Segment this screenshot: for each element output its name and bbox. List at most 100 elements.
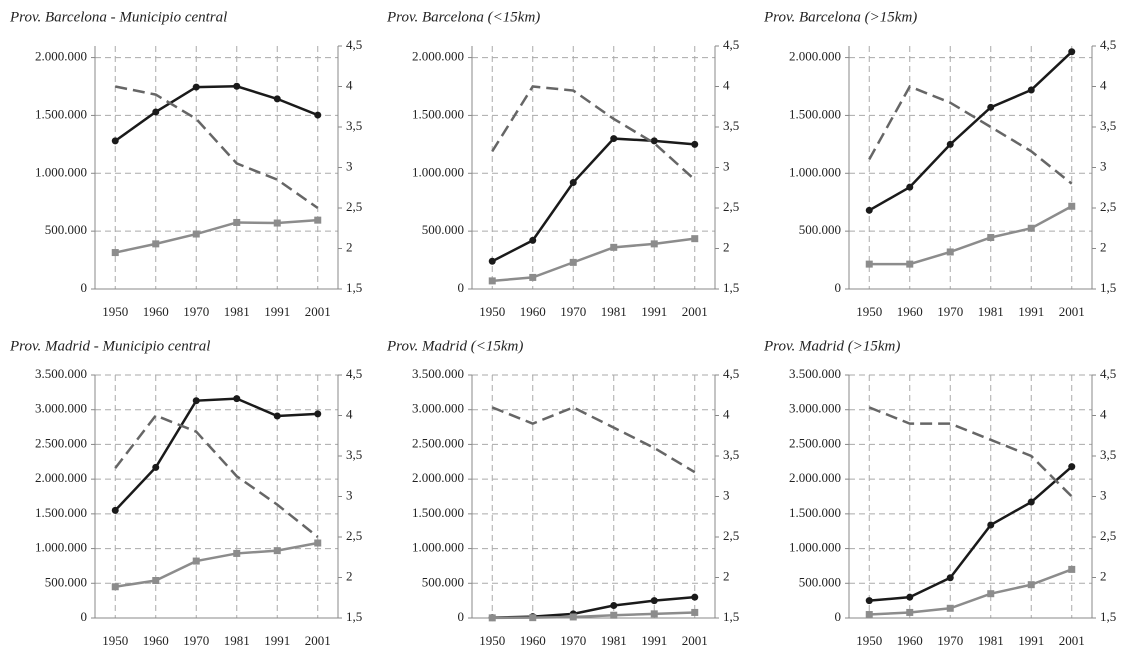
y2-tick-label: 2 (1100, 568, 1107, 583)
y-tick-label: 0 (458, 609, 465, 624)
point (691, 140, 699, 148)
y2-tick-label: 3,5 (346, 447, 362, 462)
y2-tick-label: 4 (346, 77, 353, 92)
x-tick-label: 1991 (1018, 304, 1044, 319)
y-tick-label: 1.500.000 (412, 505, 464, 520)
point (152, 108, 160, 116)
point (273, 219, 281, 227)
series-line (114, 397, 318, 512)
x-tick-label: 1960 (143, 304, 169, 319)
point (111, 249, 119, 257)
y2-tick-label: 2 (723, 239, 730, 254)
series-line (491, 406, 696, 474)
point (273, 412, 281, 420)
y-tick-label: 500.000 (422, 574, 464, 589)
y-tick-label: 2.500.000 (412, 435, 464, 450)
point (650, 137, 658, 145)
y2-tick-label: 3,5 (723, 118, 739, 133)
y2-tick-label: 4 (723, 77, 730, 92)
point (610, 611, 618, 619)
x-tick-label: 1960 (143, 633, 169, 648)
x-tick-label: 1970 (937, 633, 963, 648)
point (314, 539, 322, 547)
y-tick-label: 0 (81, 280, 88, 295)
y-tick-label: 2.000.000 (35, 470, 87, 485)
point (192, 397, 200, 405)
y-tick-label: 0 (81, 609, 88, 624)
y2-tick-label: 4,5 (1100, 37, 1116, 52)
y2-tick-label: 2 (346, 568, 353, 583)
point (529, 614, 537, 622)
y2-tick-label: 4,5 (723, 37, 739, 52)
y2-tick-label: 3,5 (346, 118, 362, 133)
series-line (114, 218, 318, 254)
y-tick-label: 1.000.000 (412, 540, 464, 555)
point (1027, 86, 1035, 94)
x-tick-label: 2001 (305, 633, 331, 648)
y2-tick-label: 1,5 (723, 280, 739, 295)
point (233, 549, 241, 557)
x-tick-label: 2001 (1059, 633, 1085, 648)
y2-tick-label: 3,5 (723, 447, 739, 462)
y2-tick-label: 2 (346, 239, 353, 254)
y-tick-label: 2.500.000 (35, 435, 87, 450)
point (1068, 48, 1076, 56)
y2-tick-label: 4 (1100, 77, 1107, 92)
point (569, 613, 577, 621)
point (610, 602, 618, 610)
point (865, 206, 873, 214)
x-tick-label: 1970 (183, 304, 209, 319)
y-tick-label: 2.000.000 (789, 470, 841, 485)
y2-tick-label: 4 (346, 406, 353, 421)
point (1027, 498, 1035, 506)
series-line (492, 611, 695, 620)
point (233, 82, 241, 90)
series-line (868, 50, 1073, 212)
y2-tick-label: 1,5 (1100, 280, 1116, 295)
y2-tick-label: 2,5 (1100, 199, 1116, 214)
point (865, 611, 873, 619)
point (111, 137, 119, 145)
point (1068, 463, 1076, 471)
y2-tick-label: 4,5 (1100, 366, 1116, 381)
x-tick-label: 2001 (682, 633, 708, 648)
point (691, 608, 699, 616)
point (1068, 202, 1076, 210)
series-line (115, 541, 318, 588)
point (691, 235, 699, 243)
point (987, 590, 995, 598)
panel-title: Prov. Barcelona (<15km) (386, 9, 540, 25)
x-tick-label: 1970 (937, 304, 963, 319)
panel-title: Prov. Madrid - Municipio central (9, 338, 210, 354)
y2-tick-label: 2,5 (346, 528, 362, 543)
x-tick-label: 1981 (224, 304, 250, 319)
point (569, 258, 577, 266)
y-tick-label: 2.000.000 (412, 49, 464, 64)
y2-tick-label: 3 (723, 158, 730, 173)
point (192, 83, 200, 91)
x-tick-label: 1950 (856, 633, 882, 648)
series-line (115, 85, 319, 210)
y-tick-label: 500.000 (799, 222, 841, 237)
series-line (869, 205, 1073, 266)
y-tick-label: 500.000 (422, 222, 464, 237)
y-tick-label: 1.500.000 (412, 106, 464, 121)
x-tick-label: 1950 (856, 304, 882, 319)
y-tick-label: 0 (835, 609, 842, 624)
y2-tick-label: 3 (346, 487, 353, 502)
panel-title: Prov. Barcelona (>15km) (763, 9, 917, 25)
x-tick-label: 1981 (601, 633, 627, 648)
x-tick-label: 1970 (560, 633, 586, 648)
x-tick-label: 1970 (183, 633, 209, 648)
y-tick-label: 500.000 (799, 574, 841, 589)
point (152, 240, 160, 248)
point (906, 608, 914, 616)
y-tick-label: 500.000 (45, 574, 87, 589)
x-tick-label: 1950 (479, 633, 505, 648)
point (314, 216, 322, 224)
x-tick-label: 1960 (520, 633, 546, 648)
point (865, 597, 873, 605)
point (314, 410, 322, 418)
point (233, 395, 241, 403)
